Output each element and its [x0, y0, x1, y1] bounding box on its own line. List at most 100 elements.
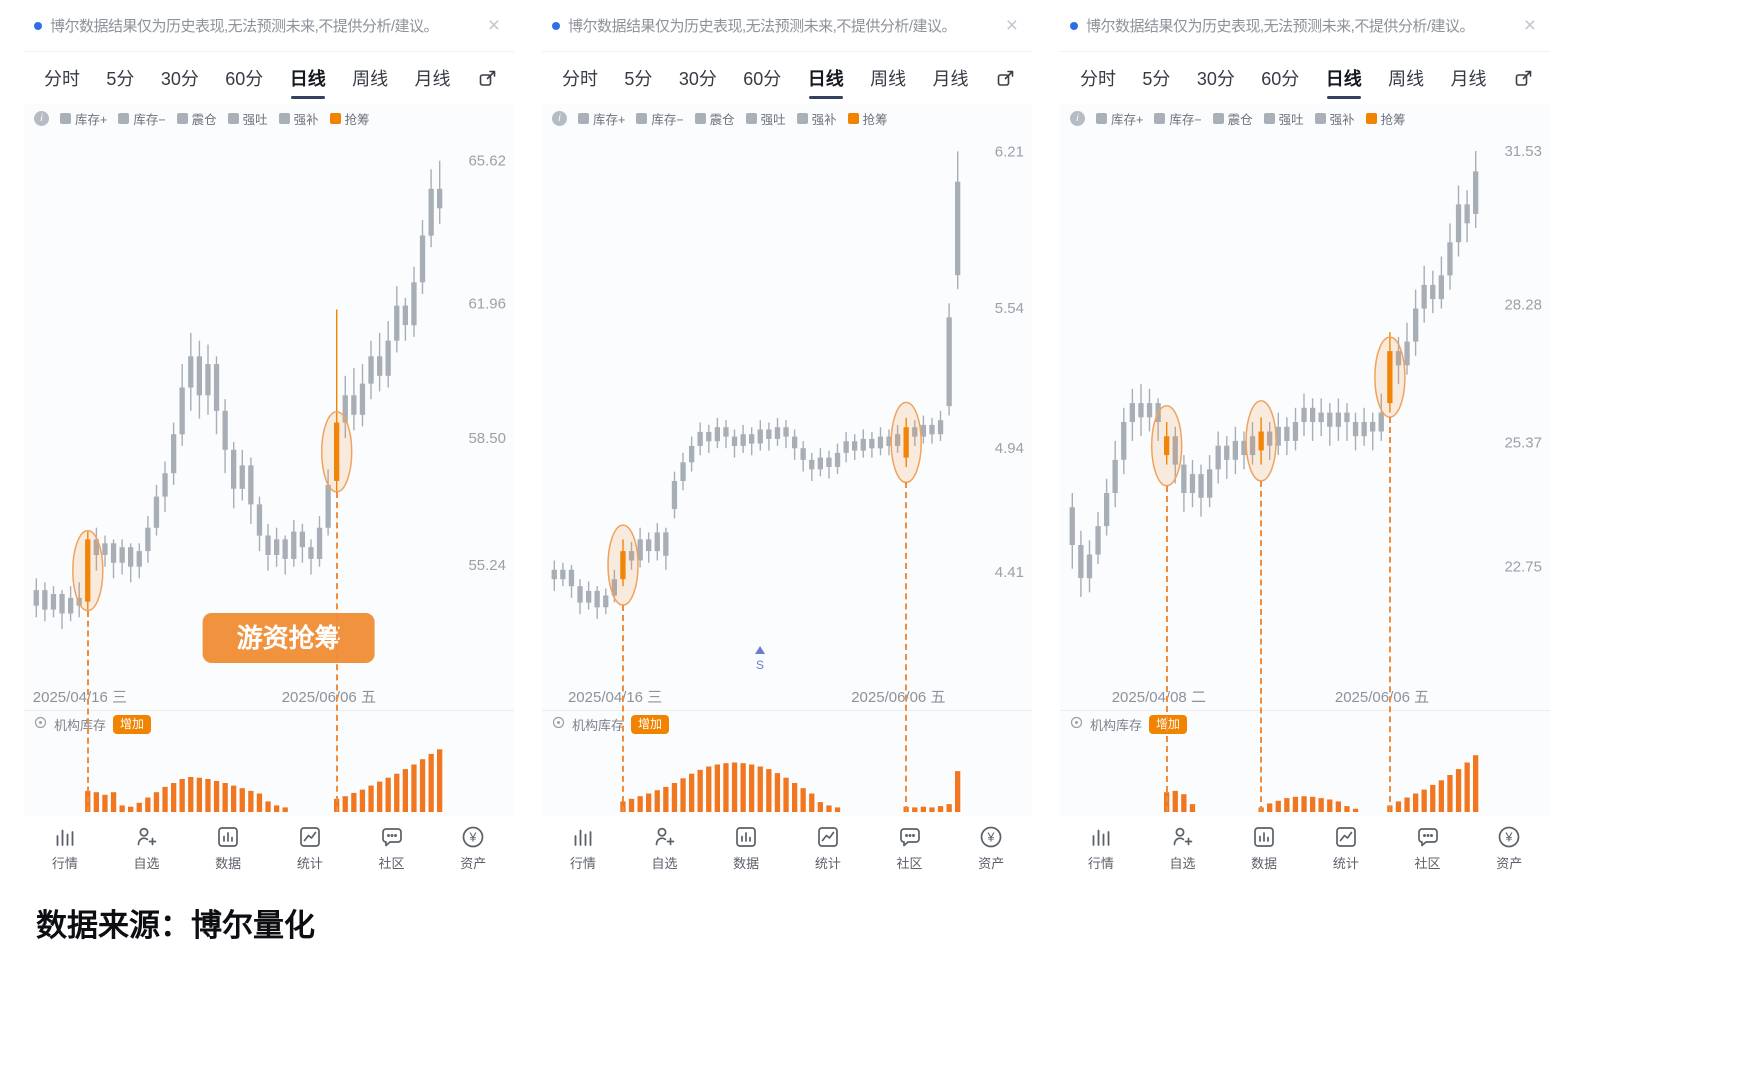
nav-item-market[interactable]: 行情	[1060, 824, 1142, 872]
tab-weekly[interactable]: 周线	[1388, 69, 1425, 89]
svg-text:55.24: 55.24	[468, 557, 506, 574]
date-right: 2025/06/06 五	[1334, 689, 1430, 706]
legend-swatch	[60, 112, 71, 124]
watchlist-icon	[655, 827, 674, 846]
nav-item-community[interactable]: 社区	[351, 824, 433, 872]
market-icon	[1092, 829, 1110, 846]
svg-text:6.21: 6.21	[995, 143, 1024, 160]
tab-30min[interactable]: 30分	[1196, 69, 1235, 89]
nav-item-data[interactable]: 数据	[705, 824, 787, 872]
tab-time-sharing[interactable]: 分时	[562, 69, 598, 89]
market-icon	[574, 829, 592, 846]
close-icon[interactable]: ×	[1523, 14, 1536, 37]
svg-text:¥: ¥	[987, 831, 995, 845]
nav-item-watchlist[interactable]: 自选	[1142, 824, 1224, 872]
nav-item-community[interactable]: 社区	[869, 824, 951, 872]
tab-daily[interactable]: 日线	[290, 52, 326, 104]
legend-item-chip-grab: 抢筹	[847, 109, 888, 128]
svg-text:25.37: 25.37	[1504, 434, 1542, 451]
tab-daily[interactable]: 日线	[808, 52, 844, 104]
tab-weekly[interactable]: 周线	[870, 69, 907, 89]
date-axis: 2025/04/16 三 2025/06/06 五	[24, 682, 514, 710]
tab-30min[interactable]: 30分	[678, 69, 717, 89]
tab-monthly[interactable]: 月线	[414, 69, 451, 89]
tab-60min[interactable]: 60分	[743, 69, 782, 89]
nav-item-assets[interactable]: ¥ 资产	[432, 824, 514, 872]
tab-monthly[interactable]: 月线	[1450, 69, 1487, 89]
legend-swatch	[1365, 112, 1377, 124]
candlestick-chart[interactable]: 6.21 5.54 4.94 4.41 S	[542, 132, 1032, 682]
data-icon	[218, 827, 239, 847]
inventory-row: 机构库存 增加	[542, 710, 1032, 738]
notice-bar: 博尔数据结果仅为历史表现,无法预测未来,不提供分析/建议。 ×	[1060, 0, 1550, 52]
nav-item-stats[interactable]: 统计	[787, 824, 869, 872]
tab-time-sharing[interactable]: 分时	[44, 69, 80, 89]
tab-5min[interactable]: 5分	[1142, 69, 1171, 89]
info-icon[interactable]: i	[1070, 110, 1085, 126]
date-axis: 2025/04/08 二 2025/06/06 五	[1060, 682, 1550, 710]
info-icon[interactable]: i	[34, 110, 49, 126]
tab-60min[interactable]: 60分	[225, 69, 264, 89]
legend-item-inventory-minus: 库存−	[118, 109, 166, 128]
svg-text:¥: ¥	[1505, 831, 1513, 845]
nav-item-market[interactable]: 行情	[542, 824, 624, 872]
legend-swatch	[636, 112, 648, 124]
assets-icon: ¥	[462, 826, 484, 848]
legend-swatch	[1212, 112, 1224, 124]
tab-daily[interactable]: 日线	[1326, 52, 1362, 104]
close-icon[interactable]: ×	[487, 14, 500, 37]
tab-monthly[interactable]: 月线	[932, 69, 969, 89]
bottom-nav: 行情 自选 数据	[24, 816, 514, 880]
nav-item-market[interactable]: 行情	[24, 824, 106, 872]
bottom-nav: 行情 自选 数据	[542, 816, 1032, 880]
tab-weekly[interactable]: 周线	[352, 69, 389, 89]
candlestick-chart[interactable]: 31.53 28.28 25.37 22.75	[1060, 132, 1550, 682]
inventory-row: 机构库存 增加	[24, 710, 514, 738]
inventory-row: 机构库存 增加	[1060, 710, 1550, 738]
community-icon	[899, 828, 920, 847]
nav-item-assets[interactable]: ¥ 资产	[950, 824, 1032, 872]
nav-item-data[interactable]: 数据	[187, 824, 269, 872]
legend-item-shakeout: 震仓	[176, 109, 217, 128]
assets-icon: ¥	[980, 826, 1002, 848]
notice-text: 博尔数据结果仅为历史表现,无法预测未来,不提供分析/建议。	[1086, 18, 1475, 35]
candlestick-chart[interactable]: 65.62 61.96 58.50 55.24 游资抢筹	[24, 132, 514, 682]
tab-60min[interactable]: 60分	[1261, 69, 1300, 89]
expand-icon[interactable]	[995, 68, 1016, 89]
nav-item-data[interactable]: 数据	[1223, 824, 1305, 872]
bottom-nav: 行情 自选 数据	[1060, 816, 1550, 880]
community-icon	[1417, 828, 1438, 847]
stats-icon	[1335, 827, 1356, 847]
timeframe-tabs: 分时 5分 30分 60分 日线 周线 月线	[1060, 52, 1550, 104]
legend-swatch	[694, 112, 706, 124]
date-left: 2025/04/16 三	[32, 689, 128, 706]
tab-5min[interactable]: 5分	[624, 69, 653, 89]
tab-5min[interactable]: 5分	[106, 69, 135, 89]
legend-swatch	[227, 112, 239, 124]
close-icon[interactable]: ×	[1005, 14, 1018, 37]
info-icon[interactable]: i	[552, 110, 567, 126]
legend-swatch	[176, 112, 188, 124]
svg-text:65.62: 65.62	[468, 153, 506, 170]
expand-icon[interactable]	[477, 68, 498, 89]
nav-item-watchlist[interactable]: 自选	[624, 824, 706, 872]
nav-item-stats[interactable]: 统计	[269, 824, 351, 872]
legend-swatch	[329, 112, 341, 124]
inventory-icon	[552, 716, 565, 734]
legend-swatch	[1096, 112, 1107, 124]
expand-icon[interactable]	[1513, 68, 1534, 89]
tab-time-sharing[interactable]: 分时	[1080, 69, 1116, 89]
nav-item-community[interactable]: 社区	[1387, 824, 1469, 872]
assets-icon: ¥	[1498, 826, 1520, 848]
inventory-label: 机构库存	[54, 718, 107, 733]
nav-item-watchlist[interactable]: 自选	[106, 824, 188, 872]
chart-legend: i 库存+ 库存− 震仓 强吐 强补 抢筹	[24, 104, 514, 132]
chart-area: i 库存+ 库存− 震仓 强吐 强补 抢筹 31.53 28.28 25.37 22.…	[1060, 104, 1550, 816]
volume-histogram	[85, 749, 443, 812]
legend-item-strong-sell: 强吐	[745, 109, 786, 128]
nav-item-stats[interactable]: 统计	[1305, 824, 1387, 872]
data-icon	[1254, 827, 1275, 847]
legend-item-inventory-plus: 库存+	[578, 109, 625, 128]
nav-item-assets[interactable]: ¥ 资产	[1468, 824, 1550, 872]
tab-30min[interactable]: 30分	[160, 69, 199, 89]
